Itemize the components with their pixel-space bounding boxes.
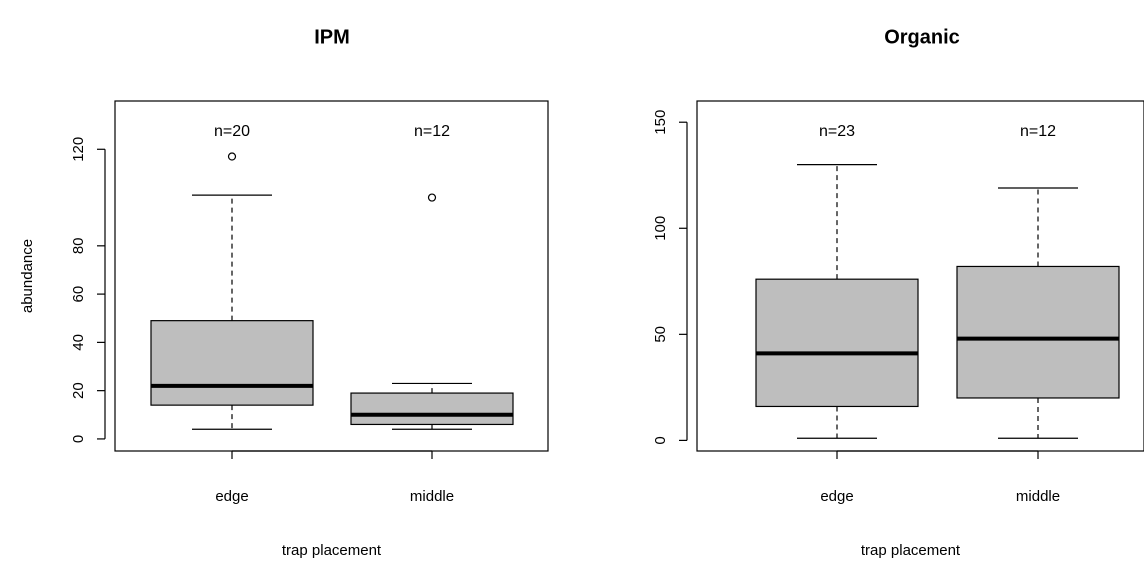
- x-tick-label-middle: middle: [410, 488, 454, 505]
- outlier-point: [427, 193, 437, 202]
- y-tick-label: 20: [70, 382, 87, 399]
- y-tick-label: 150: [652, 110, 669, 135]
- y-tick-label: 40: [70, 334, 87, 351]
- y-tick-label: 50: [652, 326, 669, 343]
- y-axis-label: abundance: [19, 239, 36, 313]
- x-axis-label: trap placement: [282, 542, 382, 559]
- iqr-box: [956, 265, 1120, 399]
- box-edge: n=20: [150, 123, 314, 430]
- outlier-point: [227, 152, 237, 161]
- chart-panel-ipm: IPM 0 20 40 60 80 120 abundance edge middle trap p…: [19, 26, 549, 559]
- y-tick-label: 60: [70, 286, 87, 303]
- y-tick-label: 100: [652, 216, 669, 241]
- n-label: n=23: [819, 123, 855, 140]
- y-tick-label: 80: [70, 237, 87, 254]
- x-tick-label-edge: edge: [820, 488, 853, 505]
- x-axis-label: trap placement: [861, 542, 961, 559]
- x-tick-label-edge: edge: [215, 488, 248, 505]
- n-label: n=12: [414, 123, 450, 140]
- chart-title: Organic: [884, 26, 960, 48]
- y-tick-label: 120: [70, 137, 87, 162]
- box-middle: n=12: [956, 123, 1120, 439]
- iqr-box: [150, 320, 314, 406]
- y-tick-label: 0: [652, 436, 669, 444]
- iqr-box: [755, 278, 919, 408]
- box-middle: n=12: [350, 123, 514, 430]
- chart-title: IPM: [314, 26, 350, 48]
- n-label: n=12: [1020, 123, 1056, 140]
- box-edge: n=23: [755, 123, 919, 439]
- n-label: n=20: [214, 123, 250, 140]
- x-tick-label-middle: middle: [1016, 488, 1060, 505]
- iqr-box: [350, 392, 514, 426]
- chart-panel-organic: Organic 0 50 100 150 edge middle trap placement…: [652, 26, 1144, 559]
- y-tick-label: 0: [70, 435, 87, 443]
